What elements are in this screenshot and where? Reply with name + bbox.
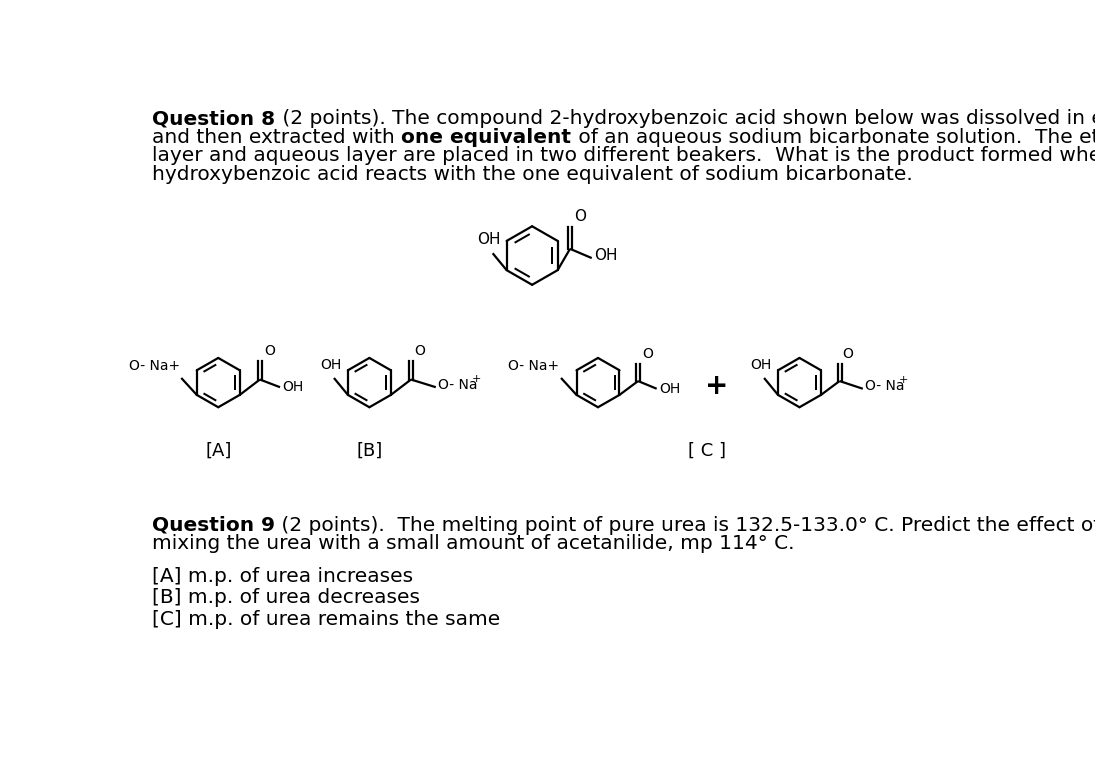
- Text: Question 9: Question 9: [152, 516, 275, 535]
- Text: O: O: [843, 347, 853, 361]
- Text: OH: OH: [320, 358, 342, 371]
- Text: [A] m.p. of urea increases: [A] m.p. of urea increases: [152, 567, 414, 586]
- Text: Question 8: Question 8: [152, 109, 276, 128]
- Text: [ C ]: [ C ]: [688, 442, 726, 460]
- Text: OH: OH: [477, 232, 500, 247]
- Text: +: +: [899, 375, 908, 386]
- Text: [C] m.p. of urea remains the same: [C] m.p. of urea remains the same: [152, 610, 500, 629]
- Text: O: O: [414, 344, 425, 358]
- Text: [B] m.p. of urea decreases: [B] m.p. of urea decreases: [152, 588, 420, 607]
- Text: hydroxybenzoic acid reacts with the one equivalent of sodium bicarbonate.: hydroxybenzoic acid reacts with the one …: [152, 165, 913, 184]
- Text: +: +: [705, 372, 728, 400]
- Text: [A]: [A]: [205, 442, 231, 460]
- Text: one equivalent: one equivalent: [402, 127, 572, 147]
- Text: O: O: [264, 344, 275, 358]
- Text: O: O: [642, 347, 653, 361]
- Text: OH: OH: [595, 248, 618, 264]
- Text: O- Na+: O- Na+: [128, 359, 180, 372]
- Text: of an aqueous sodium bicarbonate solution.  The ether: of an aqueous sodium bicarbonate solutio…: [572, 127, 1095, 147]
- Text: [B]: [B]: [356, 442, 382, 460]
- Text: OH: OH: [283, 380, 303, 394]
- Text: O- Na: O- Na: [438, 378, 477, 392]
- Text: +: +: [472, 374, 481, 384]
- Text: mixing the urea with a small amount of acetanilide, mp 114° C.: mixing the urea with a small amount of a…: [152, 534, 795, 554]
- Text: O- Na: O- Na: [865, 379, 904, 393]
- Text: OH: OH: [750, 358, 771, 371]
- Text: O- Na+: O- Na+: [508, 359, 560, 372]
- Text: (2 points).  The melting point of pure urea is 132.5-133.0° C. Predict the effec: (2 points). The melting point of pure ur…: [275, 516, 1095, 535]
- Text: layer and aqueous layer are placed in two different beakers.  What is the produc: layer and aqueous layer are placed in tw…: [152, 146, 1095, 165]
- Text: OH: OH: [659, 382, 680, 396]
- Text: O: O: [574, 210, 586, 224]
- Text: and then extracted with: and then extracted with: [152, 127, 402, 147]
- Text: (2 points). The compound 2-hydroxybenzoic acid shown below was dissolved in ethe: (2 points). The compound 2-hydroxybenzoi…: [276, 109, 1095, 128]
